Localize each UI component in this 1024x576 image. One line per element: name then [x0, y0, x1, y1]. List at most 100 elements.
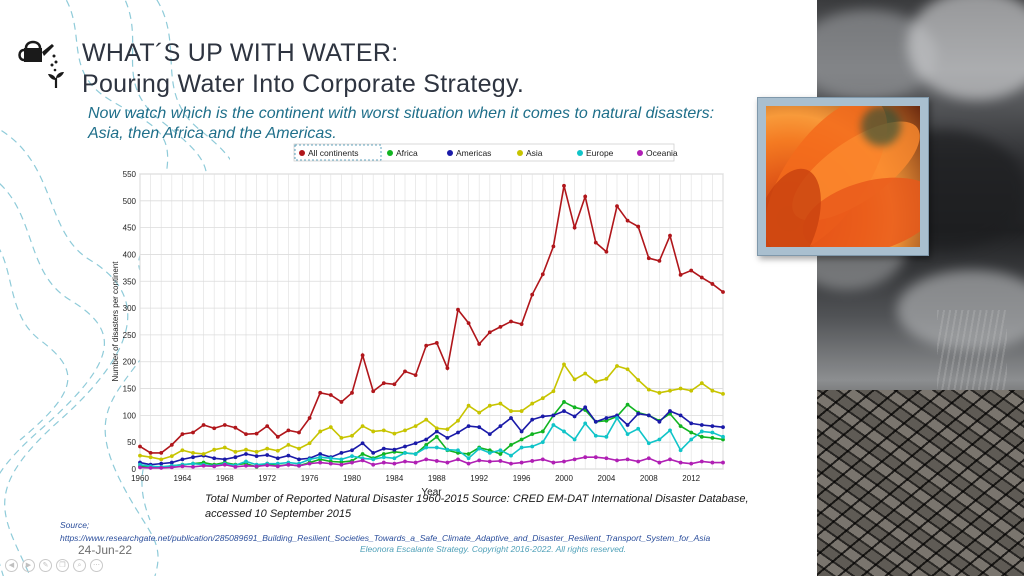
data-point: [212, 456, 217, 461]
data-point: [424, 442, 429, 447]
data-point: [604, 434, 609, 439]
y-tick-label: 350: [123, 277, 137, 286]
legend-marker: [577, 150, 583, 156]
data-point: [286, 462, 291, 467]
data-point: [646, 441, 651, 446]
data-point: [721, 290, 725, 294]
copy-icon[interactable]: ❐: [56, 559, 69, 572]
data-point: [636, 224, 641, 229]
data-point: [657, 258, 662, 263]
legend-marker: [387, 150, 393, 156]
data-point: [318, 455, 323, 460]
data-point: [275, 464, 280, 469]
data-point: [434, 445, 439, 450]
data-point: [657, 460, 662, 465]
data-point: [244, 463, 248, 468]
data-point: [328, 425, 333, 430]
legend-item: Africa: [396, 148, 418, 158]
data-point: [721, 460, 725, 465]
data-point: [562, 400, 566, 404]
data-point: [562, 429, 566, 434]
data-point: [339, 460, 344, 464]
x-tick-label: 2012: [682, 474, 700, 483]
data-point: [668, 388, 672, 393]
data-point: [360, 424, 365, 428]
data-point: [583, 421, 588, 426]
data-point: [583, 194, 588, 199]
data-point: [265, 446, 270, 451]
data-point: [413, 373, 418, 378]
data-point: [466, 321, 471, 326]
data-point: [498, 324, 503, 329]
data-point: [477, 410, 482, 415]
data-point: [699, 423, 704, 427]
data-point: [222, 462, 227, 467]
legend-marker: [447, 150, 453, 156]
data-point: [572, 225, 577, 230]
data-point: [169, 460, 174, 465]
data-point: [424, 437, 429, 442]
data-point: [445, 366, 450, 371]
data-point: [286, 453, 291, 458]
data-point: [604, 416, 609, 420]
data-point: [678, 413, 683, 418]
data-point: [721, 434, 725, 439]
data-point: [519, 460, 524, 465]
data-point: [413, 460, 418, 465]
data-point: [286, 428, 291, 433]
data-point: [275, 448, 280, 453]
data-point: [233, 449, 238, 454]
data-point: [625, 218, 630, 223]
previous-icon[interactable]: ◀: [5, 559, 18, 572]
source-url-link[interactable]: https://www.researchgate.net/publication…: [60, 533, 711, 543]
data-point: [498, 452, 503, 456]
data-point: [699, 381, 704, 386]
search-icon[interactable]: ⌕: [73, 559, 86, 572]
data-point: [487, 403, 492, 408]
data-point: [360, 353, 365, 358]
data-point: [466, 452, 471, 456]
data-point: [699, 434, 704, 439]
data-point: [689, 430, 694, 435]
data-point: [562, 362, 566, 367]
next-icon[interactable]: ▶: [22, 559, 35, 572]
data-point: [678, 424, 683, 428]
data-point: [159, 466, 164, 470]
menu-icon[interactable]: ⋯: [90, 559, 103, 572]
data-point: [636, 426, 641, 431]
data-point: [222, 457, 227, 462]
data-point: [498, 401, 503, 406]
data-point: [371, 429, 376, 434]
data-point: [456, 418, 460, 423]
data-point: [615, 416, 619, 420]
chart-caption: Total Number of Reported Natural Disaste…: [205, 493, 749, 520]
data-point: [339, 400, 344, 404]
data-point: [604, 418, 609, 423]
data-point: [371, 389, 376, 394]
data-point: [615, 413, 619, 418]
source-label: Source;: [60, 520, 90, 530]
data-point: [148, 466, 153, 470]
data-point: [424, 417, 429, 422]
natural-disasters-line-chart: 0 50 100 150 200 250 300 350 400 450 500 550 1960 196…: [111, 143, 725, 496]
data-point: [487, 330, 492, 335]
data-point: [593, 419, 598, 424]
data-point: [233, 464, 238, 469]
data-point: [265, 424, 270, 428]
data-point: [403, 451, 407, 455]
data-point: [710, 282, 715, 286]
data-point: [434, 429, 439, 434]
data-point: [477, 458, 482, 463]
x-tick-label: 1996: [513, 474, 531, 483]
data-point: [275, 456, 280, 461]
data-point: [434, 341, 439, 345]
data-point: [307, 416, 312, 420]
pen-icon[interactable]: ✎: [39, 559, 52, 572]
data-point: [530, 292, 535, 297]
data-point: [169, 442, 174, 447]
data-point: [466, 461, 471, 466]
legend-item: All continents: [308, 148, 359, 158]
x-tick-label: 1964: [174, 474, 192, 483]
y-tick-label: 250: [123, 331, 137, 340]
data-point: [413, 441, 418, 446]
